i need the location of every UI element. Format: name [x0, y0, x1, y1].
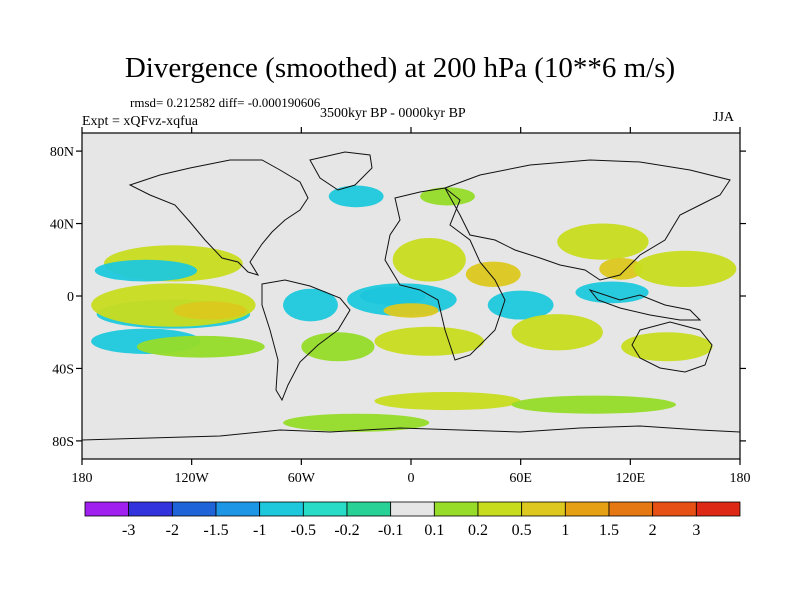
region-so-yellow — [374, 391, 521, 411]
colorbar-label: 1 — [561, 522, 569, 539]
coast-greenland — [309, 151, 373, 191]
region-arabia-orange — [465, 261, 521, 287]
coast-south-america — [261, 279, 351, 402]
region-aus-yellow — [621, 332, 713, 362]
colorbar-label: -0.2 — [334, 522, 359, 539]
latitude-axis: 80N 40N 0 40S 80S — [50, 145, 746, 450]
region-npac-blue — [94, 259, 198, 282]
colorbar-swatch — [390, 501, 435, 517]
colorbar: -3 -2 -1.5 -1 -0.5 -0.2 -0.1 0.1 0.2 0.5 1 1.5 2 3 — [84, 501, 741, 539]
lat-tick-label: 40S — [52, 362, 74, 377]
coast-europe-africa — [384, 187, 506, 361]
region-spac-orange — [173, 301, 247, 320]
colorbar-swatch — [608, 501, 654, 517]
divergence-field — [91, 185, 737, 432]
lat-tick-label: 80S — [52, 435, 74, 450]
colorbar-label: 0.2 — [468, 522, 488, 539]
region-indian-yellow — [511, 314, 603, 351]
region-spac-green — [136, 335, 265, 358]
colorbar-swatch — [259, 501, 304, 517]
colorbar-swatch — [433, 501, 479, 517]
colorbar-swatch — [695, 501, 741, 517]
colorbar-swatch — [215, 501, 261, 517]
region-samerica-green — [301, 332, 375, 362]
coast-antarctica — [82, 425, 740, 441]
region-safrica-yellow — [374, 326, 485, 356]
region-safrica-orange — [383, 303, 439, 318]
longitude-axis: 180 120W 60W 0 60E 120E 180 — [72, 127, 751, 486]
colorbar-swatch — [128, 501, 173, 517]
region-antarctic-green — [283, 413, 430, 432]
colorbar-label: -1.5 — [203, 522, 228, 539]
lat-tick-label: 80N — [50, 145, 74, 160]
lon-tick-label: 120E — [616, 471, 646, 486]
map-title: Divergence (smoothed) at 200 hPa (10**6 … — [124, 52, 676, 84]
region-maritime-blue — [575, 281, 649, 304]
colorbar-label: 0.1 — [424, 522, 444, 539]
region-asia-yellow — [557, 223, 649, 260]
subtitle-label: 3500kyr BP - 0000kyr BP — [320, 106, 466, 121]
colorbar-swatch — [477, 501, 523, 517]
lat-tick-label: 0 — [67, 290, 74, 305]
colorbar-label: 2 — [649, 522, 657, 539]
colorbar-label: -3 — [122, 522, 135, 539]
colorbar-swatch — [302, 501, 348, 517]
coast-maritime — [588, 288, 702, 321]
colorbar-label: -1 — [253, 522, 266, 539]
coast-asia — [444, 159, 731, 281]
season-label: JJA — [713, 110, 735, 125]
region-samerica-blue — [283, 288, 338, 322]
region-arctic-green — [420, 187, 475, 206]
region-so-green — [511, 395, 677, 414]
colorbar-label: 1.5 — [599, 522, 619, 539]
coast-australia — [631, 321, 713, 373]
stats-label: rmsd= 0.212582 diff= -0.000190606 — [130, 95, 321, 110]
lat-tick-label: 40N — [50, 218, 74, 233]
colorbar-label: 3 — [692, 522, 700, 539]
colorbar-swatch — [346, 501, 392, 517]
colorbar-label: -2 — [166, 522, 179, 539]
colorbar-label: 0.5 — [512, 522, 532, 539]
lon-tick-label: 180 — [730, 471, 751, 486]
lon-tick-label: 60E — [509, 471, 532, 486]
region-wpac-yellow — [633, 250, 737, 287]
experiment-label: Expt = xQFvz-xqfua — [82, 114, 198, 129]
colorbar-label: -0.1 — [378, 522, 403, 539]
colorbar-swatch — [564, 501, 610, 517]
region-arctic-blue — [328, 185, 384, 208]
colorbar-swatch — [171, 501, 217, 517]
colorbar-swatch — [521, 501, 566, 517]
lon-tick-label: 120W — [175, 471, 210, 486]
region-nafrica-yellow — [392, 238, 466, 282]
lon-tick-label: 180 — [72, 471, 93, 486]
lon-tick-label: 60W — [288, 471, 316, 486]
lon-tick-label: 0 — [408, 471, 415, 486]
colorbar-swatch — [652, 501, 697, 517]
coastlines — [82, 151, 740, 441]
coast-north-america — [128, 159, 309, 276]
colorbar-swatch — [84, 501, 130, 517]
colorbar-label: -0.5 — [291, 522, 316, 539]
